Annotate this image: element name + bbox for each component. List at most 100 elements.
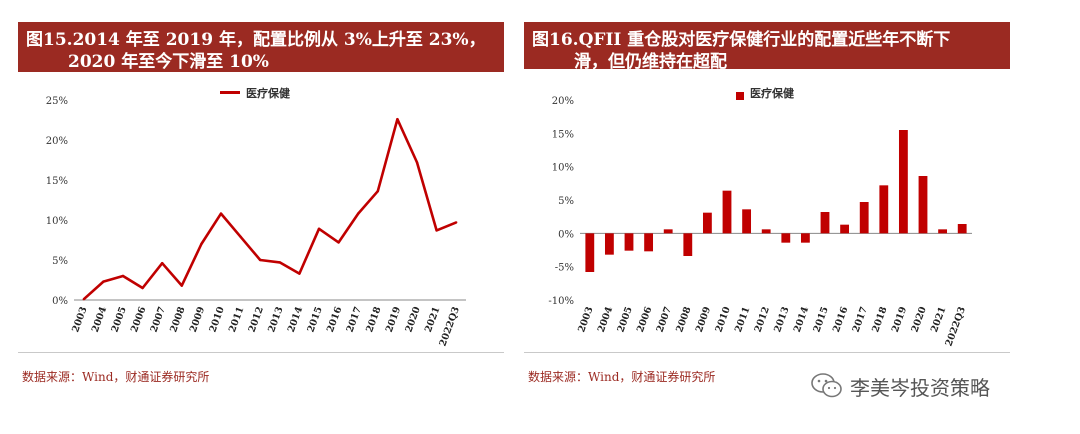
- x-tick-label: 2012: [247, 305, 266, 334]
- x-tick-label: 2020: [403, 305, 423, 334]
- x-tick-label: 2013: [772, 305, 791, 334]
- bar: [683, 233, 693, 256]
- x-tick-label: 2013: [266, 305, 285, 334]
- right-divider: [524, 352, 1010, 353]
- x-tick-label: 2004: [596, 305, 616, 334]
- data-point: [278, 261, 281, 264]
- bar: [722, 190, 732, 234]
- bar: [840, 224, 850, 234]
- bar: [624, 233, 634, 251]
- data-point: [239, 235, 242, 238]
- y-tick-label: 10%: [46, 216, 68, 227]
- y-tick-label: 20%: [46, 136, 68, 147]
- data-point: [102, 280, 105, 283]
- x-tick-label: 2007: [655, 305, 674, 334]
- y-tick-label: 15%: [552, 129, 574, 140]
- legend-label: 医疗保健: [750, 86, 795, 100]
- x-tick-label: 2006: [129, 305, 149, 334]
- data-point: [180, 284, 183, 287]
- bar: [781, 233, 791, 243]
- data-point: [219, 212, 223, 215]
- data-point: [121, 274, 125, 278]
- data-point: [435, 229, 438, 232]
- data-point: [337, 241, 340, 244]
- data-point: [200, 242, 203, 246]
- x-tick-label: 2012: [753, 305, 772, 334]
- x-tick-label: 2003: [70, 305, 89, 334]
- x-tick-label: 2015: [811, 305, 830, 334]
- bar: [898, 130, 908, 234]
- y-tick-label: 0%: [558, 229, 574, 240]
- data-point: [259, 258, 262, 262]
- y-tick-label: 20%: [552, 96, 574, 107]
- x-tick-label: 2017: [851, 305, 870, 334]
- y-tick-label: -10%: [548, 296, 574, 307]
- data-point: [141, 286, 144, 290]
- x-tick-label: 2021: [423, 305, 442, 334]
- x-tick-label: 2014: [792, 305, 812, 334]
- series-line-医疗保健: [82, 117, 457, 301]
- x-tick-label: 2010: [713, 305, 733, 334]
- left-source-note: 数据来源：Wind，财通证券研究所: [22, 370, 210, 384]
- bar: [742, 209, 752, 234]
- watermark: 李美岑投资策略: [810, 368, 990, 404]
- watermark-text: 李美岑投资策略: [850, 375, 990, 400]
- bar: [800, 233, 810, 243]
- y-tick-label: 5%: [558, 196, 574, 207]
- y-tick-label: 25%: [46, 96, 68, 107]
- legend-swatch: [736, 92, 744, 100]
- left-title-line2: 2020 年至今下滑至 10%: [68, 52, 269, 72]
- data-point: [82, 298, 86, 301]
- bar: [702, 212, 712, 234]
- bar: [957, 224, 967, 234]
- x-tick-label: 2007: [149, 305, 168, 334]
- x-tick-label: 2021: [929, 305, 948, 334]
- data-point: [298, 272, 301, 275]
- x-tick-label: 2003: [576, 305, 595, 334]
- data-point: [376, 190, 379, 193]
- legend-label: 医疗保健: [246, 86, 291, 100]
- bar: [938, 229, 948, 234]
- y-tick-label: 10%: [552, 163, 574, 174]
- bar: [644, 233, 654, 252]
- data-point: [396, 118, 399, 121]
- data-point: [415, 161, 419, 164]
- data-point: [357, 212, 360, 215]
- y-tick-label: 5%: [52, 256, 68, 267]
- x-tick-label: 2018: [364, 305, 384, 334]
- x-tick-label: 2020: [909, 305, 929, 334]
- y-tick-label: -5%: [555, 263, 574, 274]
- bar: [859, 202, 869, 234]
- x-tick-label: 2017: [345, 305, 364, 334]
- left-title-line1: 图15.2014 年至 2019 年，配置比例从 3%上升至 23%，: [26, 30, 486, 50]
- x-tick-label: 2019: [890, 305, 910, 334]
- x-tick-label: 2011: [227, 305, 246, 334]
- x-tick-label: 2018: [870, 305, 890, 334]
- bar: [761, 229, 771, 234]
- x-tick-label: 2019: [384, 305, 404, 334]
- x-tick-label: 2011: [733, 305, 752, 334]
- x-tick-label: 2008: [674, 305, 694, 334]
- data-point: [161, 262, 164, 265]
- bar: [663, 229, 673, 234]
- line-chart: 医疗保健 0% 5% 10% 15% 20% 25% 2003 2004 2005 2006 2007…: [46, 86, 466, 348]
- legend-swatch: [220, 91, 240, 94]
- x-tick-label: 2009: [694, 305, 714, 334]
- bar: [585, 233, 595, 272]
- data-point: [455, 221, 458, 224]
- y-tick-label: 15%: [46, 176, 68, 187]
- bar: [820, 212, 830, 234]
- x-tick-label: 2008: [168, 305, 188, 334]
- x-tick-label: 2016: [325, 305, 345, 334]
- x-tick-label: 2010: [207, 305, 227, 334]
- bar-chart: 医疗保健 -10% -5% 0% 5% 10% 15% 20% 2003 2004 2005 2006…: [548, 86, 972, 348]
- right-figure-title: 图16.QFII 重仓股对医疗保健行业的配置近些年不断下 滑，但仍维持在超配: [524, 22, 1010, 69]
- left-divider: [18, 352, 504, 353]
- y-tick-label: 0%: [52, 296, 68, 307]
- x-tick-label: 2014: [286, 305, 306, 334]
- x-tick-label: 2006: [635, 305, 655, 334]
- x-tick-label: 2015: [305, 305, 324, 334]
- wechat-icon: [811, 373, 842, 398]
- right-source-note: 数据来源：Wind，财通证券研究所: [528, 370, 716, 384]
- left-figure-title: 图15.2014 年至 2019 年，配置比例从 3%上升至 23%， 2020…: [18, 22, 504, 72]
